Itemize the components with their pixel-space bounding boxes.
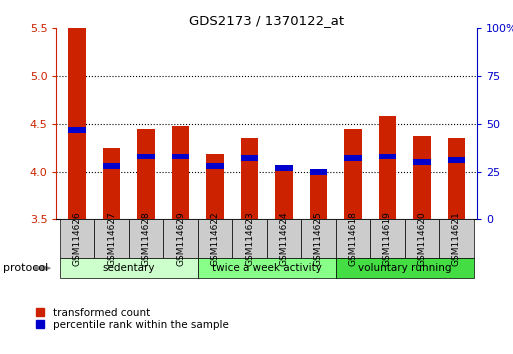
Text: GSM114625: GSM114625	[314, 212, 323, 266]
Bar	[137, 129, 155, 219]
Text: sedentary: sedentary	[103, 263, 155, 273]
Title: GDS2173 / 1370122_at: GDS2173 / 1370122_at	[189, 14, 344, 27]
Bar	[275, 165, 292, 219]
Text: GSM114618: GSM114618	[348, 211, 358, 267]
Bar	[241, 155, 258, 161]
Bar	[206, 163, 224, 169]
Text: GSM114624: GSM114624	[280, 212, 288, 266]
Bar	[172, 126, 189, 219]
Bar	[206, 154, 224, 219]
Text: GSM114620: GSM114620	[418, 212, 426, 266]
Text: GSM114623: GSM114623	[245, 212, 254, 266]
Bar	[69, 28, 86, 219]
Bar	[448, 157, 465, 163]
Text: GSM114619: GSM114619	[383, 211, 392, 267]
Bar	[310, 169, 327, 175]
Text: voluntary running: voluntary running	[358, 263, 451, 273]
Bar	[172, 154, 189, 159]
Bar	[275, 165, 292, 171]
Text: GSM114621: GSM114621	[452, 212, 461, 266]
Text: GSM114629: GSM114629	[176, 212, 185, 266]
Bar	[379, 116, 396, 219]
Text: protocol: protocol	[3, 263, 48, 273]
Bar	[448, 138, 465, 219]
Bar	[241, 138, 258, 219]
Bar	[310, 171, 327, 219]
Text: GSM114628: GSM114628	[142, 212, 151, 266]
Bar	[413, 136, 430, 219]
Bar	[413, 159, 430, 165]
Text: GSM114626: GSM114626	[73, 212, 82, 266]
Bar	[344, 129, 362, 219]
Text: GSM114627: GSM114627	[107, 212, 116, 266]
Bar	[69, 127, 86, 132]
Bar	[344, 155, 362, 161]
Text: GSM114622: GSM114622	[210, 212, 220, 266]
Legend: transformed count, percentile rank within the sample: transformed count, percentile rank withi…	[36, 308, 228, 330]
Bar	[379, 154, 396, 159]
Text: twice a week activity: twice a week activity	[212, 263, 322, 273]
Bar	[103, 163, 120, 169]
Bar	[103, 148, 120, 219]
Bar	[137, 154, 155, 159]
